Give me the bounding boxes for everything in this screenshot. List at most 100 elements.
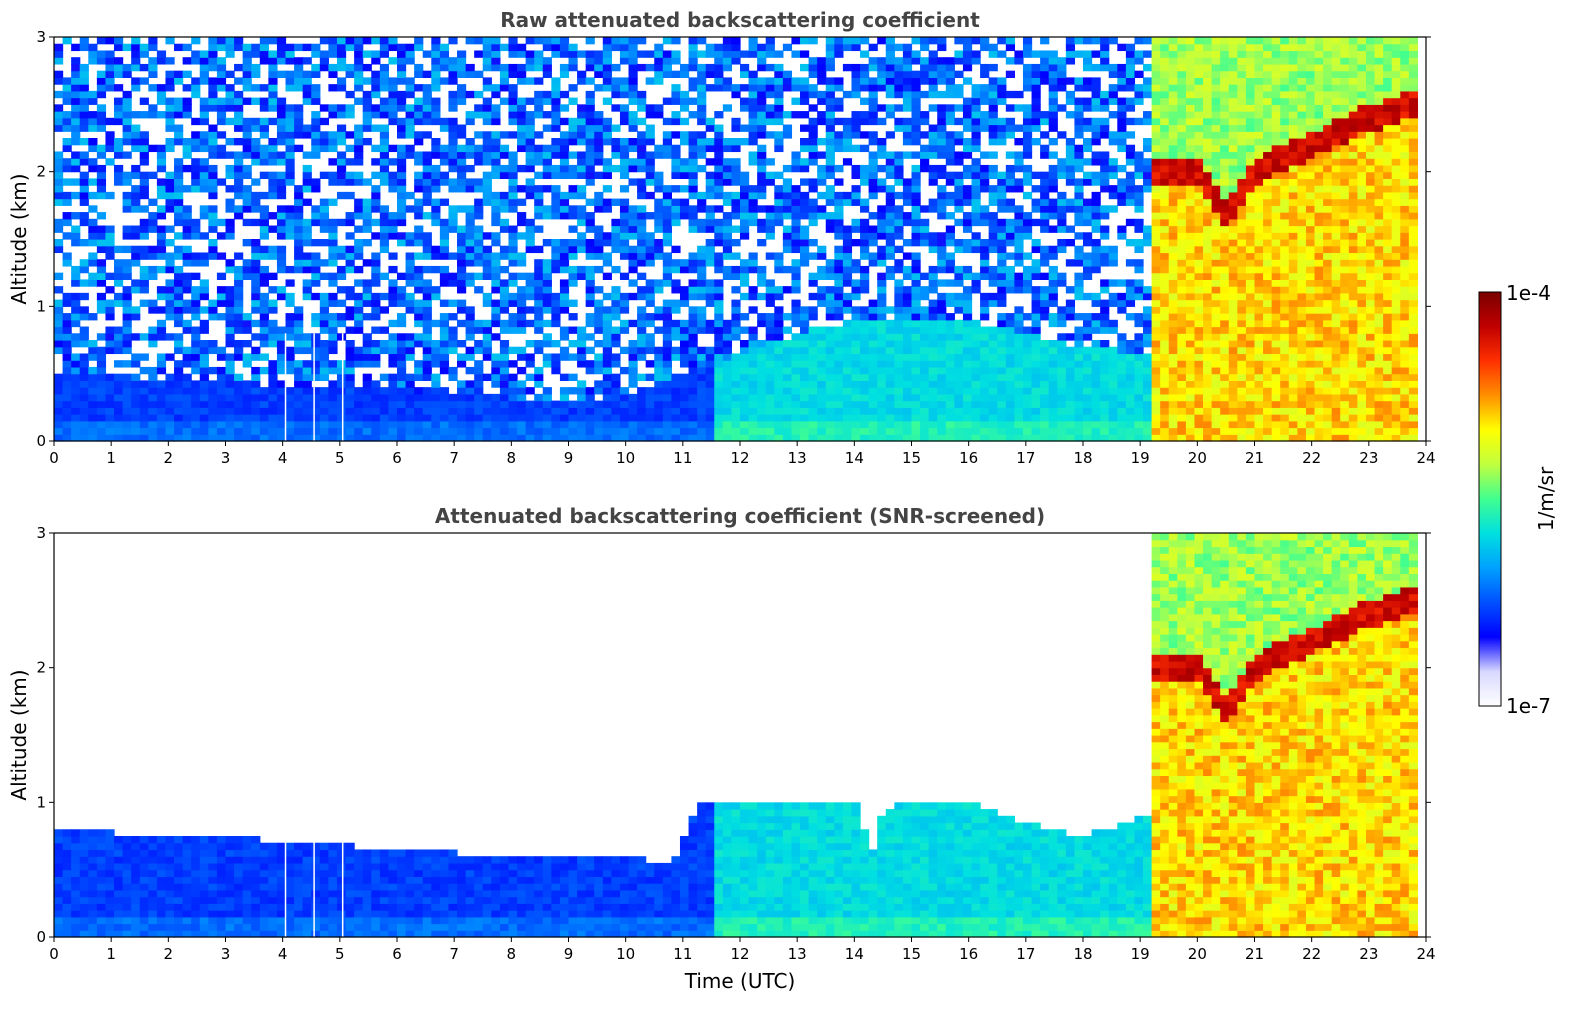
heatmap-cell [191, 353, 201, 361]
heatmap-cell [319, 313, 329, 321]
heatmap-cell [602, 313, 612, 321]
heatmap-cell [379, 407, 390, 415]
heatmap-cell [182, 252, 192, 260]
heatmap-cell [482, 326, 492, 334]
heatmap-cell [268, 97, 278, 105]
heatmap-cell [834, 400, 844, 408]
heatmap-cell [920, 272, 930, 280]
heatmap-cell [645, 151, 655, 159]
heatmap-cell [928, 84, 938, 92]
heatmap-cell [79, 360, 89, 368]
heatmap-cell [662, 185, 672, 193]
heatmap-cell [1040, 299, 1050, 307]
heatmap-cell [628, 164, 638, 173]
heatmap-cell [71, 178, 81, 186]
heatmap-cell [379, 63, 390, 72]
heatmap-cell [731, 144, 741, 153]
heatmap-cell [954, 117, 964, 126]
heatmap-cell [208, 400, 218, 408]
heatmap-cell [902, 124, 913, 132]
heatmap-cell [234, 191, 244, 200]
heatmap-cell [251, 400, 261, 408]
heatmap-cell [1040, 353, 1050, 361]
heatmap-cell [225, 353, 235, 361]
heatmap-cell [920, 373, 930, 381]
heatmap-cell [937, 400, 947, 408]
heatmap-cell [937, 380, 947, 388]
heatmap-cell [122, 104, 132, 112]
heatmap-cell [174, 333, 184, 341]
heatmap-cell [499, 340, 510, 348]
heatmap-cell [216, 43, 227, 52]
heatmap-cell [894, 245, 904, 254]
heatmap-cell [191, 427, 201, 435]
heatmap-cell [817, 77, 827, 85]
heatmap-cell [294, 198, 304, 206]
heatmap-cell [800, 144, 810, 153]
heatmap-cell [148, 366, 158, 375]
heatmap-cell [937, 279, 947, 287]
heatmap-cell [619, 185, 630, 193]
heatmap-cell [937, 239, 947, 247]
heatmap-cell [902, 313, 913, 321]
heatmap-cell [705, 84, 715, 92]
heatmap-cell [199, 292, 209, 301]
heatmap-cell [525, 400, 535, 408]
heatmap-cell [388, 340, 398, 348]
heatmap-cell [997, 400, 1007, 408]
heatmap-cell [474, 185, 484, 193]
heatmap-cell [139, 299, 149, 307]
heatmap-cell [517, 427, 527, 435]
heatmap-cell [79, 178, 89, 186]
heatmap-cell [199, 319, 209, 328]
heatmap-cell [234, 171, 244, 179]
heatmap-cell [276, 178, 287, 186]
heatmap-cell [457, 387, 467, 395]
heatmap-cell [945, 326, 955, 334]
heatmap-cell [276, 434, 287, 442]
heatmap-cell [602, 198, 612, 206]
heatmap-cell [860, 239, 870, 247]
heatmap-cell [174, 77, 184, 85]
heatmap-cell [654, 373, 664, 381]
heatmap-cell [439, 252, 450, 260]
heatmap-cell [980, 366, 990, 375]
heatmap-cell [1022, 70, 1033, 78]
heatmap-cell [937, 259, 947, 267]
heatmap-cell [868, 420, 878, 429]
heatmap-cell [782, 387, 793, 395]
heatmap-cell [714, 393, 724, 402]
heatmap-cell [628, 218, 638, 227]
heatmap-cell [808, 427, 818, 435]
heatmap-cell [654, 313, 664, 321]
heatmap-cell [748, 212, 758, 220]
heatmap-cell [654, 171, 664, 179]
heatmap-cell [148, 420, 158, 429]
heatmap-cell [782, 124, 793, 132]
heatmap-cell [628, 373, 638, 381]
heatmap-cell [174, 104, 184, 112]
heatmap-cell [628, 117, 638, 126]
heatmap-cell [216, 427, 227, 435]
heatmap-cell [268, 387, 278, 395]
heatmap-cell [534, 57, 544, 65]
heatmap-cell [156, 212, 167, 220]
heatmap-cell [1031, 414, 1041, 422]
heatmap-cell [937, 292, 947, 301]
heatmap-cell [54, 239, 64, 247]
heatmap-cell [851, 427, 861, 435]
heatmap-cell [439, 232, 450, 240]
heatmap-cell [594, 144, 604, 153]
heatmap-cell [774, 319, 784, 328]
heatmap-cell [911, 151, 921, 159]
heatmap-cell [1031, 299, 1041, 307]
heatmap-cell [362, 313, 372, 321]
heatmap-cell [234, 340, 244, 348]
heatmap-cell [594, 414, 604, 422]
heatmap-cell [920, 90, 930, 99]
heatmap-cell [662, 427, 672, 435]
heatmap-cell [1022, 387, 1033, 395]
heatmap-cell [577, 272, 587, 280]
heatmap-cell [980, 84, 990, 92]
heatmap-cell [191, 232, 201, 240]
